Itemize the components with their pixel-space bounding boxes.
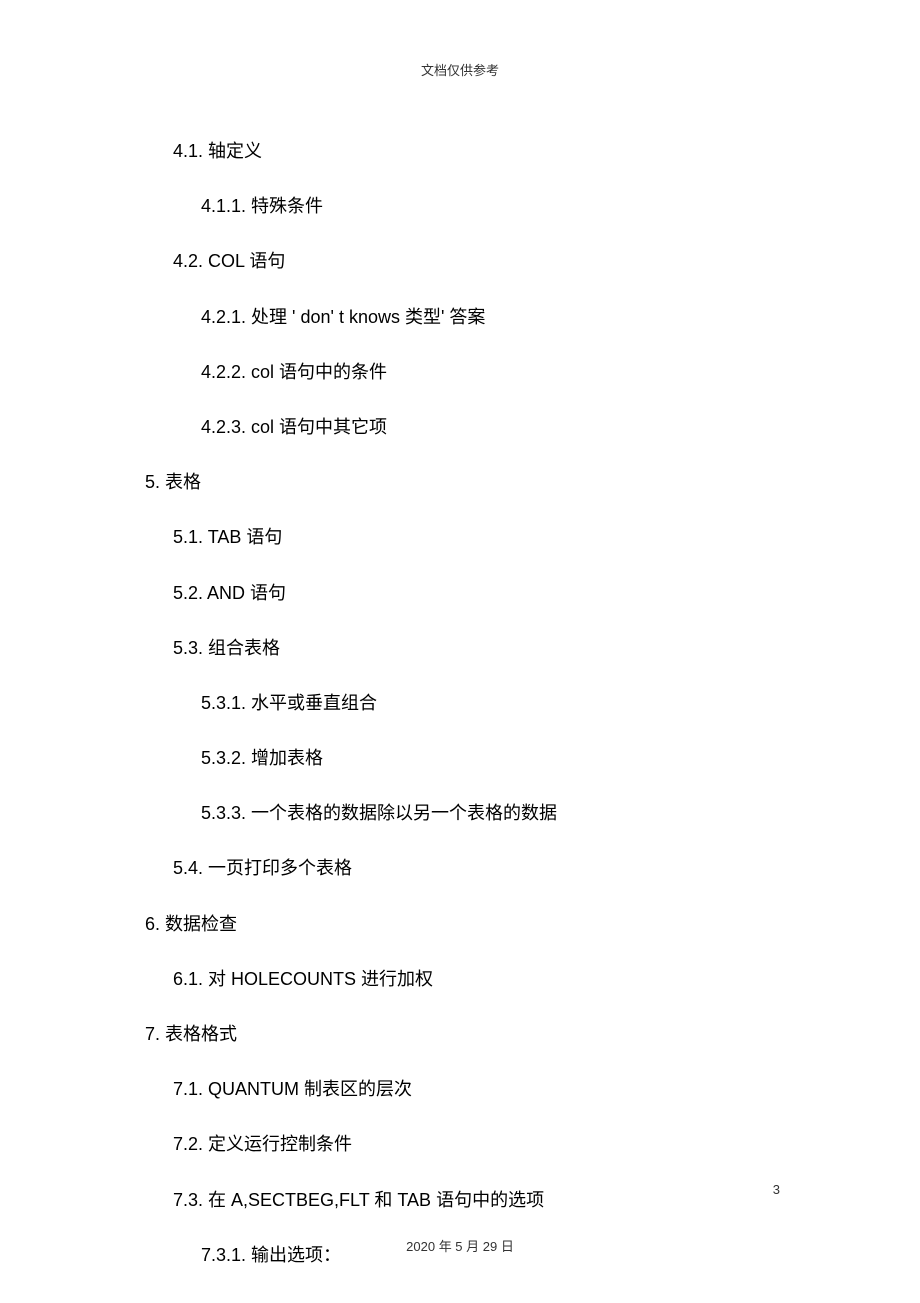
toc-item: 6. 数据检查 [145,912,820,937]
toc-item: 4.2.3. col 语句中其它项 [201,415,820,440]
toc-item: 7. 表格格式 [145,1022,820,1047]
toc-item: 4.2.2. col 语句中的条件 [201,360,820,385]
toc-item: 5.2. AND 语句 [173,581,820,606]
page-number: 3 [773,1182,780,1197]
toc-item: 5.3. 组合表格 [173,636,820,661]
toc-item: 4.1. 轴定义 [173,139,820,164]
toc-item: 5.3.1. 水平或垂直组合 [201,691,820,716]
toc-content: 4.1. 轴定义 4.1.1. 特殊条件 4.2. COL 语句 4.2.1. … [0,79,920,1268]
toc-item: 7.3. 在 A,SECTBEG,FLT 和 TAB 语句中的选项 [173,1188,820,1213]
document-footer: 2020 年 5 月 29 日 [0,1236,920,1255]
document-header: 文档仅供参考 [0,0,920,79]
toc-item: 7.1. QUANTUM 制表区的层次 [173,1077,820,1102]
header-text: 文档仅供参考 [421,63,499,78]
toc-item: 5. 表格 [145,470,820,495]
toc-item: 5.3.3. 一个表格的数据除以另一个表格的数据 [201,801,820,826]
toc-item: 5.4. 一页打印多个表格 [173,856,820,881]
toc-item: 5.1. TAB 语句 [173,525,820,550]
toc-item: 4.1.1. 特殊条件 [201,194,820,219]
toc-item: 4.2.1. 处理 ' don' t knows 类型' 答案 [201,305,820,330]
toc-item: 6.1. 对 HOLECOUNTS 进行加权 [173,967,820,992]
toc-item: 5.3.2. 增加表格 [201,746,820,771]
toc-item: 7.2. 定义运行控制条件 [173,1132,820,1157]
toc-item: 4.2. COL 语句 [173,249,820,274]
footer-date: 2020 年 5 月 29 日 [406,1239,514,1254]
